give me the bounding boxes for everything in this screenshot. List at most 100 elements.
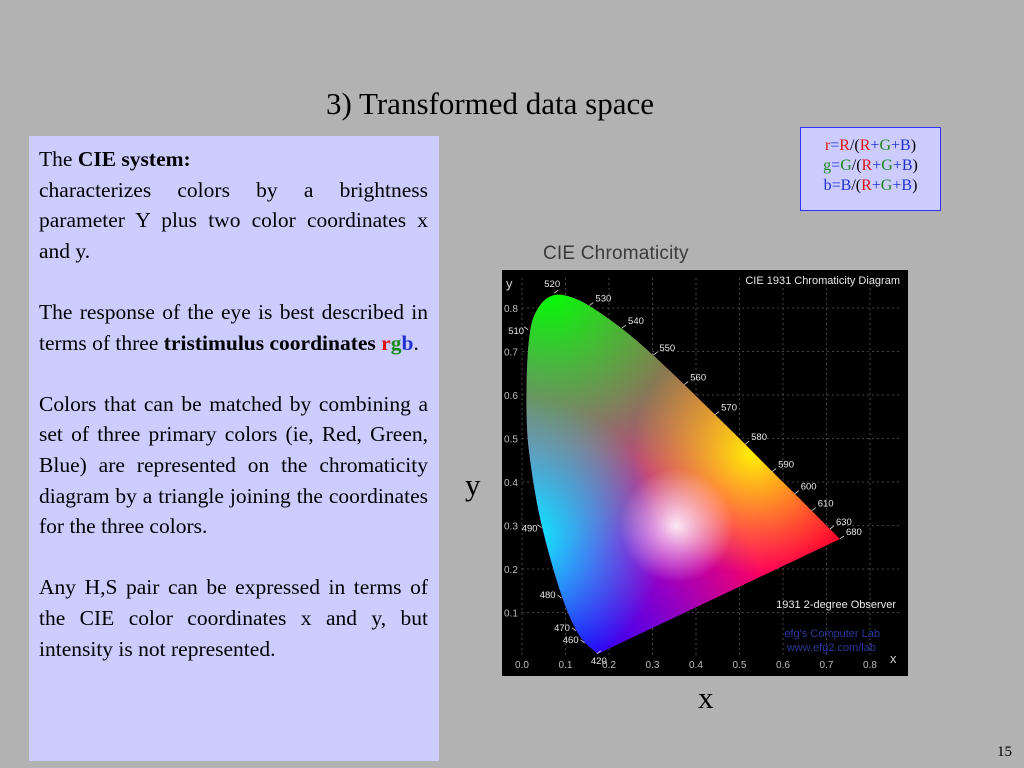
formula-open-paren: ( — [855, 177, 862, 194]
p1-body: characterizes colors by a brightness par… — [39, 177, 428, 263]
cie-chromaticity-chart: 0.0 0.1 0.2 0.3 0.4 0.5 0.6 0.7 0.8 0.1 0.2 0.3 0.4 0… — [502, 270, 908, 676]
wavelength-tick — [794, 490, 799, 495]
x-tick-label: 0.1 — [559, 660, 573, 671]
p1-lead: The — [39, 147, 78, 171]
formula-open-paren: ( — [854, 137, 860, 154]
formula-den-g: G — [881, 157, 893, 174]
formula-numerator: R — [839, 137, 850, 154]
formula-den-b: B — [901, 177, 913, 194]
p2-bold: tristimulus coordinates — [163, 330, 376, 355]
y-axis-label: y — [465, 467, 481, 502]
y-tick-label: 0.7 — [504, 348, 518, 359]
formula-eq: = — [831, 177, 841, 194]
y-tick-label: 0.8 — [504, 304, 518, 315]
formula-eq: = — [830, 137, 840, 154]
formula-close-paren: ) — [912, 177, 918, 194]
rgb-formula-box: r=R/(R+G+B) g=G/(R+G+B) b=B/(R+G+B) — [800, 127, 941, 211]
wavelength-tick — [553, 289, 559, 294]
wavelength-label-530: 530 — [595, 293, 611, 304]
formula-plus: + — [871, 177, 881, 194]
wavelength-tick — [621, 324, 627, 329]
formula-row-g: g=G/(R+G+B) — [801, 156, 940, 176]
p2-g: g — [390, 330, 402, 355]
wavelength-label-510: 510 — [508, 326, 524, 337]
wavelength-tick — [839, 535, 845, 540]
formula-plus: + — [891, 137, 901, 154]
chart-x-axis-letter: x — [890, 651, 897, 666]
formula-den-r: R — [859, 137, 871, 154]
wavelength-label-470: 470 — [554, 623, 570, 634]
formula-den-r: R — [861, 157, 873, 174]
wavelength-label-460: 460 — [563, 635, 579, 646]
x-tick-label: 0.0 — [515, 660, 529, 671]
formula-close-paren: ) — [910, 137, 917, 154]
x-tick-label: 0.7 — [820, 660, 834, 671]
formula-plus: + — [892, 157, 902, 174]
wavelength-tick — [571, 627, 577, 632]
chart-caption: CIE Chromaticity — [543, 243, 689, 264]
formula-plus: + — [892, 177, 902, 194]
wavelength-tick — [744, 440, 750, 445]
wavelength-tick — [771, 468, 777, 472]
credit-line-2: www.efg2.com/lab — [786, 642, 876, 654]
wavelength-label-580: 580 — [751, 432, 767, 443]
p2-r: r — [381, 330, 391, 355]
y-tick-label: 0.4 — [504, 478, 518, 489]
formula-numerator: B — [840, 177, 852, 194]
observer-label: 1931 2-degree Observer — [776, 599, 896, 611]
paragraph-primary-colors: Colors that can be matched by combining … — [39, 391, 428, 539]
p1-bold: CIE system: — [77, 147, 191, 171]
formula-den-b: B — [900, 137, 911, 154]
wavelength-tick — [811, 507, 816, 512]
wavelength-label-570: 570 — [721, 403, 737, 414]
wavelength-label-420: 420 — [591, 656, 607, 667]
wavelength-tick — [829, 525, 835, 530]
x-tick-label: 0.3 — [646, 660, 660, 671]
y-tick-label: 0.1 — [504, 609, 518, 620]
p2-end: . — [413, 330, 419, 355]
wavelength-tick — [596, 650, 602, 655]
y-tick-label: 0.6 — [504, 391, 518, 402]
formula-eq: = — [831, 157, 841, 174]
wavelength-tick — [537, 524, 542, 528]
description-textbox: The CIE system: characterizes colors by a… — [29, 136, 439, 761]
wavelength-tick — [580, 639, 585, 644]
y-tick-label: 0.5 — [504, 435, 518, 446]
formula-lhs: r — [824, 137, 831, 154]
formula-plus: + — [870, 137, 880, 154]
paragraph-cie-system: The CIE system: characterizes colors by a… — [39, 144, 428, 266]
x-tick-label: 0.8 — [863, 660, 877, 671]
x-tick-label: 0.2 — [602, 660, 616, 671]
wavelength-tick — [684, 381, 689, 385]
formula-row-r: r=R/(R+G+B) — [801, 136, 940, 156]
formula-den-r: R — [861, 177, 872, 194]
formula-row-b: b=B/(R+G+B) — [801, 176, 940, 196]
x-tick-label: 0.6 — [776, 660, 790, 671]
wavelength-label-590: 590 — [778, 460, 794, 471]
wavelength-label-480: 480 — [540, 590, 556, 601]
x-tick-label: 0.5 — [733, 660, 747, 671]
wavelength-tick — [714, 411, 720, 415]
formula-numerator: G — [840, 157, 852, 174]
wavelength-label-550: 550 — [659, 343, 675, 354]
p2-body: The response of the eye is best describe… — [39, 299, 428, 355]
wavelength-label-630: 630 — [836, 517, 852, 528]
slide-title: 3) Transformed data space — [326, 86, 654, 121]
wavelength-label-600: 600 — [801, 482, 817, 493]
p2-b: b — [401, 330, 414, 355]
x-axis-label: x — [698, 680, 714, 715]
wavelength-label-560: 560 — [690, 373, 706, 384]
formula-lhs: b — [823, 177, 832, 194]
credit-line-1: efg's Computer Lab — [784, 628, 880, 640]
wavelength-tick — [589, 302, 594, 306]
chart-y-axis-letter: y — [506, 276, 513, 291]
formula-close-paren: ) — [912, 157, 918, 174]
page-number: 15 — [997, 744, 1012, 760]
paragraph-hs-pair: Any H,S pair can be expressed in terms o… — [39, 575, 428, 661]
formula-slash: / — [851, 157, 857, 174]
wavelength-tick — [523, 326, 529, 331]
wavelength-tick — [653, 351, 658, 356]
diagram-title: CIE 1931 Chromaticity Diagram — [745, 275, 900, 287]
wavelength-label-520: 520 — [544, 279, 560, 290]
formula-plus: + — [872, 157, 882, 174]
